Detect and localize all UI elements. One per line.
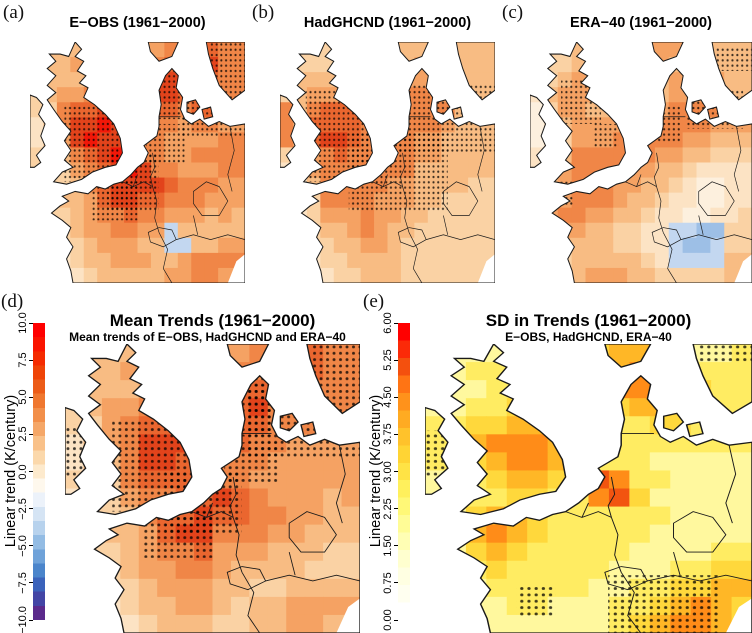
panel-subtitle-e: E−OBS, HadGHCND, ERA−40 [505,330,672,344]
colorbar-tick [394,322,398,324]
colorbar-tick [29,582,33,584]
colorbar-tick [394,359,398,361]
panel-label-e: (e) [363,291,385,312]
map-sd-trends [425,344,752,633]
colorbar-tick-label: 5.25 [382,349,394,371]
colorbar-tick-label: 6.00 [382,312,394,334]
colorbar-tick [394,433,398,435]
colorbar-tick-label: −10.0 [17,606,29,633]
colorbar-tick [394,508,398,510]
colorbar-tick-label: 3.75 [382,423,394,446]
colorbar-tick-label: −5.0 [17,534,29,557]
colorbar-tick [29,396,33,398]
colorbar-tick [29,433,33,435]
panel-title-a: E−OBS (1961−2000) [69,15,206,31]
panel-subtitle-d: Mean trends of E−OBS, HadGHCND and ERA−4… [69,330,346,344]
panel-label-c: (c) [502,2,524,23]
colorbar-tick [394,545,398,547]
colorbar-tick-label: 0.0 [17,463,29,480]
map-e-obs [30,42,245,283]
colorbar-tick [394,582,398,584]
colorbar-trend-gradient [33,323,45,620]
panel-title-d: Mean Trends (1961−2000) [109,311,316,330]
colorbar-tick [394,396,398,398]
colorbar-tick-label: 7.5 [17,352,29,368]
colorbar-tick-label: 4.50 [382,386,394,408]
colorbar-tick-label: 3.00 [382,460,394,483]
colorbar-tick-label: 2.25 [382,497,394,520]
colorbar-tick-label: 0.00 [382,609,394,631]
colorbar-tick-label: 1.50 [382,535,394,557]
colorbar-tick [29,322,33,324]
colorbar-tick [29,471,33,472]
colorbar-tick-label: 0.75 [382,572,394,594]
panel-title-c: ERA−40 (1961−2000) [570,15,712,31]
colorbar-tick [29,619,33,621]
panel-label-d: (d) [1,291,24,312]
colorbar-tick-label: 5.0 [17,389,29,405]
colorbar-sd-gradient [398,323,410,620]
colorbar-tick [29,359,33,361]
panel-title-b: HadGHCND (1961−2000) [303,15,472,31]
colorbar-tick [394,471,398,472]
map-era40 [530,42,752,283]
panel-title-e: SD in Trends (1961−2000) [485,311,692,330]
map-hadghcnd [280,42,495,283]
colorbar-tick [29,508,33,510]
colorbar-tick-label: −7.5 [17,572,29,594]
map-mean-trends [65,344,360,633]
colorbar-tick [29,545,33,547]
colorbar-tick-label: −2.5 [17,497,29,520]
colorbar-tick-label: 2.5 [17,426,29,443]
panel-label-b: (b) [252,2,275,23]
colorbar-tick [394,619,398,621]
panel-label-a: (a) [3,2,25,23]
colorbar-tick-label: 10.0 [17,312,29,334]
